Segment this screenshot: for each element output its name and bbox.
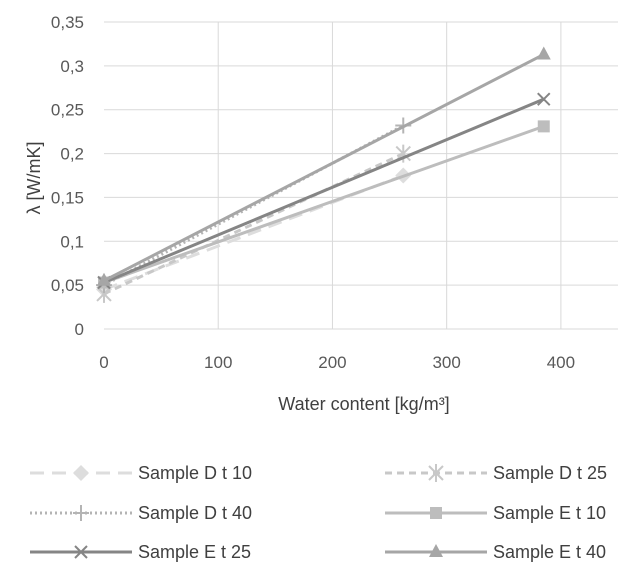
y-axis-title: λ [W/mK] xyxy=(24,142,44,215)
legend-item: Sample E t 40 xyxy=(385,542,606,562)
series-line xyxy=(103,124,545,284)
legend-label: Sample D t 40 xyxy=(138,503,252,523)
x-tick-label: 300 xyxy=(432,353,460,372)
series-line xyxy=(103,152,404,296)
legend-marker xyxy=(73,505,89,521)
x-tick-label: 200 xyxy=(318,353,346,372)
gridlines xyxy=(104,21,618,329)
x-tick-label: 0 xyxy=(99,353,108,372)
x-axis-ticks: 0 100 200 300 400 xyxy=(99,353,575,372)
series-group xyxy=(96,46,551,303)
data-point xyxy=(536,46,551,60)
legend-marker xyxy=(429,544,443,557)
series-1 xyxy=(96,167,412,298)
y-tick-label: 0,3 xyxy=(60,57,84,76)
legend-item: Sample E t 25 xyxy=(30,542,251,562)
y-tick-label: 0,15 xyxy=(51,188,84,207)
legend-item: Sample D t 25 xyxy=(385,463,607,483)
legend-label: Sample E t 10 xyxy=(493,503,606,523)
series-line xyxy=(103,97,545,284)
data-point xyxy=(537,120,550,133)
legend-marker xyxy=(74,545,88,559)
series-2 xyxy=(96,144,411,303)
legend-marker xyxy=(430,507,442,519)
data-point xyxy=(97,272,111,286)
y-tick-label: 0 xyxy=(75,320,84,339)
series-4 xyxy=(98,120,550,289)
data-point xyxy=(537,92,551,106)
x-tick-label: 100 xyxy=(204,353,232,372)
legend-marker xyxy=(428,464,444,482)
legend-label: Sample D t 25 xyxy=(493,463,607,483)
legend-item: Sample D t 40 xyxy=(30,503,252,523)
y-axis-ticks: 0 0,05 0,1 0,15 0,2 0,25 0,3 0,35 xyxy=(51,13,84,339)
y-tick-label: 0,35 xyxy=(51,13,84,32)
series-line xyxy=(103,124,404,287)
legend-item: Sample D t 10 xyxy=(30,463,252,483)
x-tick-label: 400 xyxy=(547,353,575,372)
y-tick-label: 0,25 xyxy=(51,101,84,120)
x-axis-title: Water content [kg/m³] xyxy=(278,394,449,414)
legend-label: Sample E t 40 xyxy=(493,542,606,562)
y-tick-label: 0,05 xyxy=(51,276,84,295)
series-6 xyxy=(97,46,551,286)
y-tick-label: 0,2 xyxy=(60,145,84,164)
legend: Sample D t 10 Sample D t 25 Sample D t 40 S… xyxy=(30,463,607,562)
legend-item: Sample E t 10 xyxy=(385,503,606,523)
legend-label: Sample E t 25 xyxy=(138,542,251,562)
y-tick-label: 0,1 xyxy=(60,232,84,251)
legend-label: Sample D t 10 xyxy=(138,463,252,483)
series-line xyxy=(103,53,545,283)
legend-marker xyxy=(73,465,89,481)
